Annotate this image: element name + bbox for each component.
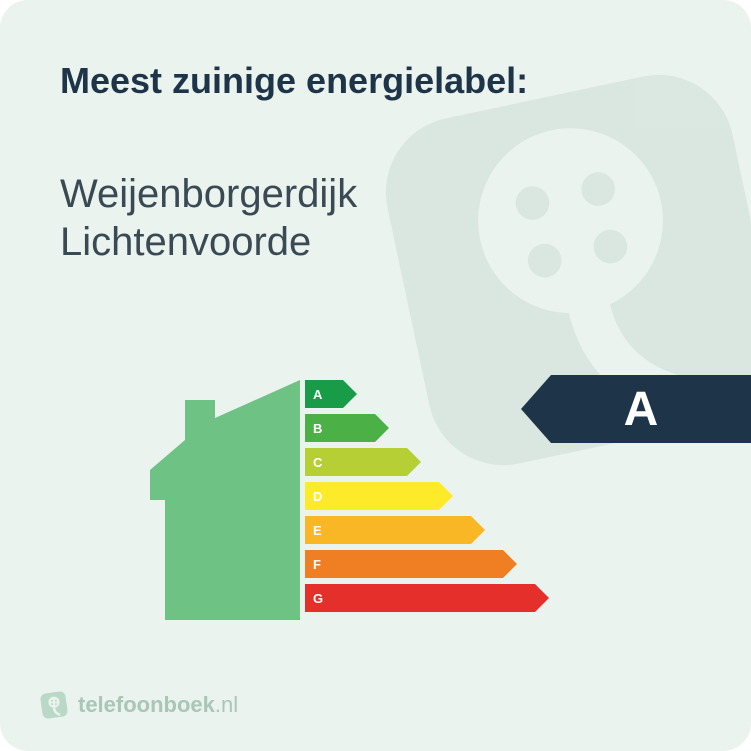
chevron-right-icon (343, 380, 357, 408)
energy-bar-b: B (305, 414, 549, 442)
selected-label-badge: A (521, 375, 751, 443)
city-name: Lichtenvoorde (60, 218, 357, 266)
energy-bars-container: ABCDEFG (305, 380, 549, 618)
street-name: Weijenborgerdijk (60, 170, 357, 218)
badge-arrow-notch (521, 375, 551, 443)
energy-bar-label: A (305, 380, 343, 408)
location-subtitle: Weijenborgerdijk Lichtenvoorde (60, 170, 357, 266)
chevron-right-icon (503, 550, 517, 578)
footer-brand-bold: telefoonboek (78, 692, 215, 717)
house-icon (150, 370, 300, 630)
badge-label: A (551, 375, 751, 443)
chevron-right-icon (535, 584, 549, 612)
energy-bar-c: C (305, 448, 549, 476)
energy-bar-a: A (305, 380, 549, 408)
card-title: Meest zuinige energielabel: (60, 60, 528, 102)
footer: telefoonboek.nl (40, 691, 238, 719)
chevron-right-icon (375, 414, 389, 442)
energy-bar-label: D (305, 482, 439, 510)
footer-brand-light: .nl (215, 692, 238, 717)
energy-bar-d: D (305, 482, 549, 510)
energy-bar-label: B (305, 414, 375, 442)
energy-bar-label: F (305, 550, 503, 578)
energy-label-card: Meest zuinige energielabel: Weijenborger… (0, 0, 751, 751)
energy-bar-g: G (305, 584, 549, 612)
chevron-right-icon (471, 516, 485, 544)
energy-bar-e: E (305, 516, 549, 544)
chevron-right-icon (407, 448, 421, 476)
footer-logo-icon (40, 691, 68, 719)
energy-bar-label: C (305, 448, 407, 476)
footer-brand-text: telefoonboek.nl (78, 692, 238, 718)
energy-label-chart: ABCDEFG (150, 370, 570, 630)
energy-bar-label: G (305, 584, 535, 612)
energy-bar-label: E (305, 516, 471, 544)
energy-bar-f: F (305, 550, 549, 578)
chevron-right-icon (439, 482, 453, 510)
